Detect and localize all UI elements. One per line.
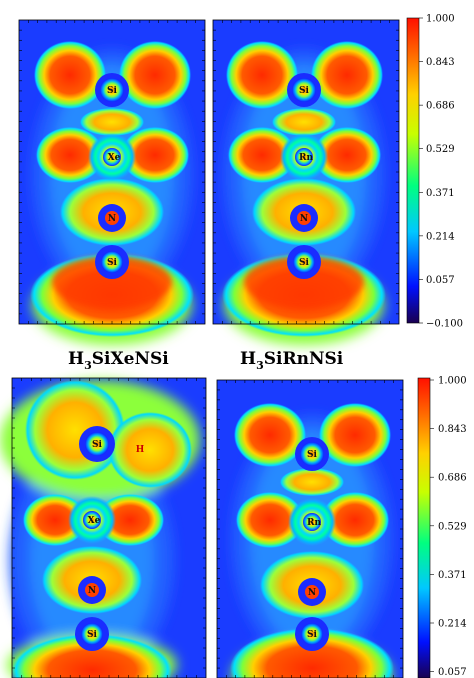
atom-label: Xe xyxy=(88,516,101,526)
atom-label-h: H xyxy=(136,445,145,455)
colorbar-tick-label: 0.686 xyxy=(426,101,455,112)
colorbar-tick-label: 0.371 xyxy=(438,570,467,581)
svg-text:H3SiXeNSi: H3SiXeNSi xyxy=(68,349,169,372)
atom-label: Si xyxy=(107,258,117,268)
molecule-label-right: H3SiRnNSi xyxy=(240,349,344,372)
colorbar-tick-label: 0.843 xyxy=(426,57,455,68)
atom-label: Si xyxy=(92,440,102,450)
atom-label: Si xyxy=(307,450,317,460)
atom-label: Si xyxy=(299,258,309,268)
svg-text:H3SiRnNSi: H3SiRnNSi xyxy=(240,349,344,372)
atom-label: Rn xyxy=(307,518,321,528)
colorbar-tick-label: 0.214 xyxy=(426,231,455,242)
atom-label: Si xyxy=(107,86,117,96)
atom-label: N xyxy=(108,214,116,224)
colorbar-tick-label: 0.686 xyxy=(438,473,467,484)
colorbar-tick-label: 0.057 xyxy=(438,667,467,678)
colorbar-tick-label: −0.100 xyxy=(426,319,463,330)
elf-map-top-left: Si Xe N Si xyxy=(18,19,206,345)
colorbar-bottom: 1.000 0.843 0.686 0.529 0.371 0.214 0.057 xyxy=(417,376,467,678)
molecule-label-left: H3SiXeNSi xyxy=(68,349,169,372)
atom-label: N xyxy=(308,588,316,598)
atom-label: Si xyxy=(87,630,97,640)
colorbar-tick-label: 0.529 xyxy=(438,521,467,532)
colorbar-tick-label: 1.000 xyxy=(438,376,467,387)
atom-label: Xe xyxy=(108,153,121,163)
colorbar-tick-label: 0.371 xyxy=(426,188,455,199)
colorbar-top: 1.000 0.843 0.686 0.529 0.371 0.214 0.057 −0.10… xyxy=(406,14,463,330)
colorbar-tick-label: 0.843 xyxy=(438,424,467,435)
atom-label: Si xyxy=(307,630,317,640)
atom-label: N xyxy=(88,586,96,596)
colorbar-tick-label: 0.057 xyxy=(426,275,455,286)
elf-map-bottom-right: Si Rn N Si xyxy=(216,379,404,678)
elf-map-top-right: Si Rn N Si xyxy=(212,19,400,345)
atom-label: Si xyxy=(299,86,309,96)
colorbar-tick-label: 1.000 xyxy=(426,14,455,25)
colorbar-tick-label: 0.529 xyxy=(426,144,455,155)
elf-map-bottom-left: Si H Xe N Si xyxy=(0,377,207,678)
colorbar-tick-label: 0.214 xyxy=(438,619,467,630)
atom-label: Rn xyxy=(299,153,313,163)
atom-label: N xyxy=(300,214,308,224)
